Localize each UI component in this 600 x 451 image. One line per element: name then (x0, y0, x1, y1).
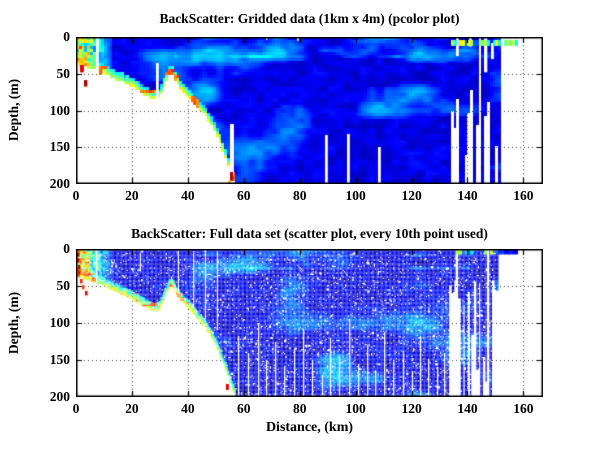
y-tick-label: 150 (49, 352, 70, 367)
x-tick-label: 0 (72, 188, 80, 203)
x-tick-label: 20 (125, 188, 139, 203)
x-tick-label: 100 (345, 188, 366, 203)
x-tick-label: 40 (181, 188, 195, 203)
x-tick-label: 0 (72, 401, 80, 416)
scatter-chart-title: BackScatter: Full data set (scatter plot… (131, 226, 488, 241)
x-tick-label: 140 (457, 188, 478, 203)
scatter-plot-area (76, 249, 543, 397)
x-tick-label: 40 (181, 401, 195, 416)
y-tick-label: 100 (49, 315, 70, 330)
x-tick-label: 60 (237, 188, 251, 203)
pcolor-chart-title: BackScatter: Gridded data (1km x 4m) (pc… (159, 11, 460, 26)
x-tick-label: 60 (237, 401, 251, 416)
y-tick-label: 0 (63, 29, 70, 44)
x-tick-label: 80 (292, 188, 307, 203)
x-tick-label: 120 (401, 188, 422, 203)
y-tick-label: 50 (56, 65, 71, 81)
x-tick-label: 120 (401, 401, 422, 416)
x-axis-label: Distance, (km) (265, 420, 354, 435)
y-tick-label: 200 (49, 176, 70, 191)
y-tick-label: 200 (49, 389, 70, 404)
y-tick-label: 150 (49, 139, 70, 155)
x-tick-label: 80 (292, 401, 307, 416)
y-tick-label: 50 (56, 278, 71, 293)
x-tick-label: 160 (513, 188, 534, 203)
x-tick-label: 140 (457, 401, 478, 416)
x-tick-label: 160 (513, 401, 534, 416)
y-tick-label: 100 (49, 102, 70, 118)
x-tick-label: 100 (345, 401, 366, 416)
y-tick-label: 0 (63, 241, 70, 256)
x-tick-label: 20 (125, 401, 139, 416)
pcolor-plot-area (76, 37, 543, 184)
